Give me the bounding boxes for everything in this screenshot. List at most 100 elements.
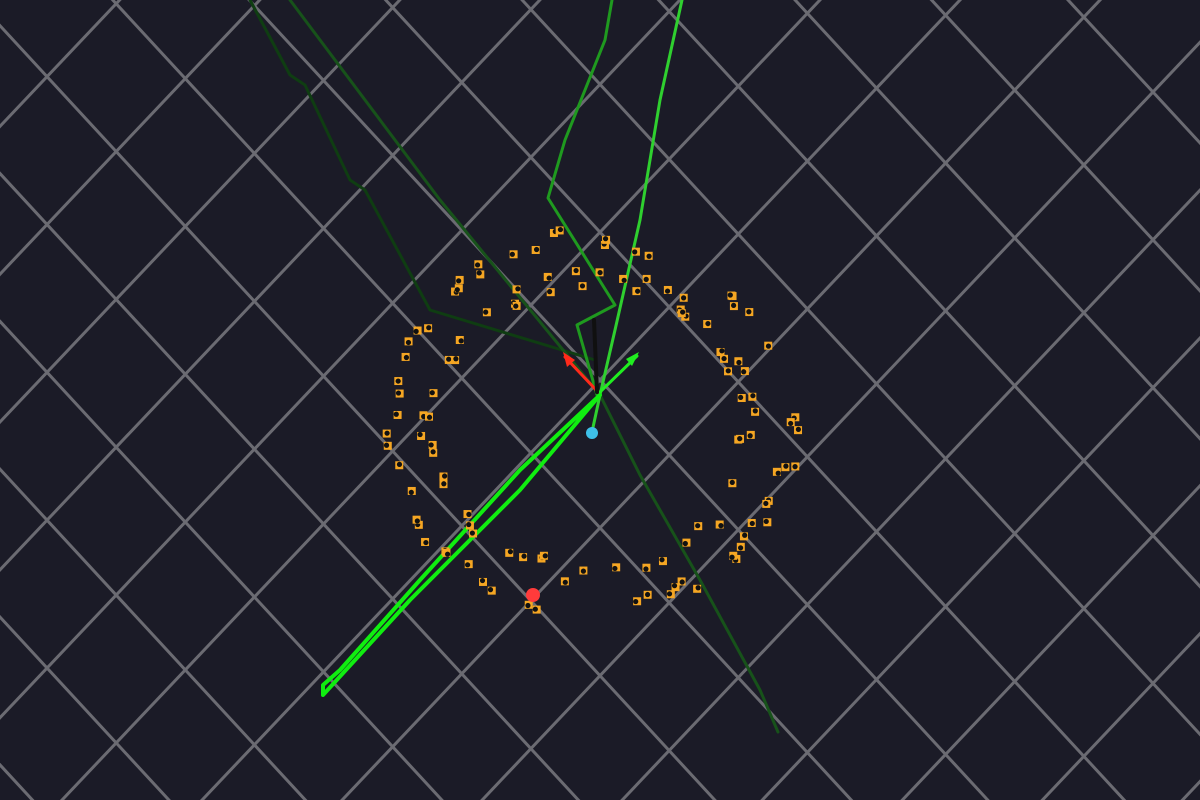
landmark-point (505, 548, 514, 557)
landmark-point (781, 463, 790, 472)
landmark-point (682, 538, 691, 547)
landmark-point (442, 548, 451, 557)
grid-line (929, 0, 1200, 294)
landmark-point (455, 335, 464, 344)
landmark-point (619, 274, 628, 283)
axis-y-arrow-icon (626, 352, 639, 366)
landmark-point (694, 522, 703, 531)
landmark-point (571, 267, 580, 276)
landmark-point (642, 563, 651, 572)
landmark-point (478, 577, 487, 586)
axis-x-arrow-icon (563, 352, 575, 367)
landmark-point (555, 226, 564, 235)
landmark-point (791, 462, 800, 471)
trajectories (248, 0, 780, 734)
landmark-point (671, 583, 680, 592)
landmark-point (455, 275, 464, 284)
landmark-point (716, 348, 725, 357)
landmark-point (679, 293, 688, 302)
landmark-point (632, 287, 641, 296)
trajectory-darkest (248, 0, 597, 362)
origin-axes (563, 318, 639, 394)
grid-line (600, 0, 1200, 397)
landmark-point (677, 309, 686, 318)
landmark-point (751, 407, 760, 416)
grid-line (59, 0, 823, 800)
landmark-points (382, 226, 803, 614)
landmark-point (519, 553, 528, 562)
landmark-point (428, 440, 437, 449)
landmark-point (539, 551, 548, 560)
trajectory-dark (288, 0, 780, 734)
grid-line (620, 188, 1200, 800)
landmark-point (382, 429, 391, 438)
camera-position-marker[interactable] (586, 427, 598, 439)
landmark-point (734, 357, 743, 366)
landmark-point (413, 326, 422, 335)
landmark-point (487, 586, 496, 595)
grid-line (900, 483, 1200, 800)
landmark-point (762, 499, 771, 508)
landmark-point (404, 337, 413, 346)
landmark-point (512, 301, 521, 310)
landmark-point (677, 577, 686, 586)
landmark-point (764, 341, 773, 350)
landmark-point (412, 515, 421, 524)
landmark-point (451, 356, 460, 365)
landmark-point (794, 426, 803, 435)
grid-line (0, 466, 308, 800)
landmark-point (748, 392, 757, 401)
landmark-point (383, 441, 392, 450)
landmark-point (543, 272, 552, 281)
landmark-point (454, 284, 463, 293)
landmark-point (633, 597, 642, 606)
landmark-point (666, 590, 675, 599)
landmark-point (747, 518, 756, 527)
landmark-point (509, 250, 518, 259)
landmark-point (631, 247, 640, 256)
landmark-point (395, 461, 404, 470)
landmark-point (727, 291, 736, 300)
grid-line (0, 0, 738, 512)
landmark-point (579, 566, 588, 575)
grid-line (793, 0, 1200, 441)
landmark-point (444, 355, 453, 364)
landmark-point (429, 389, 438, 398)
target-position-marker[interactable] (526, 588, 540, 602)
landmark-point (729, 551, 738, 560)
landmark-point (512, 285, 521, 294)
landmark-point (703, 320, 712, 329)
landmark-point (524, 600, 533, 609)
grid-line (1180, 779, 1200, 800)
landmark-point (465, 521, 474, 530)
landmark-point (729, 302, 738, 311)
landmark-point (595, 268, 604, 277)
landmark-point (734, 435, 743, 444)
landmark-point (546, 288, 555, 297)
landmark-point (560, 577, 569, 586)
landmark-point (737, 394, 746, 403)
trajectory-bright (590, 0, 684, 434)
landmark-point (658, 557, 667, 566)
landmark-point (786, 418, 795, 427)
landmark-point (578, 282, 587, 291)
landmark-point (393, 410, 402, 419)
landmark-point (644, 251, 653, 260)
landmark-point (464, 560, 473, 569)
landmark-point (739, 532, 748, 541)
grid-line (760, 335, 1200, 800)
landmark-point (745, 308, 754, 317)
landmark-point (482, 308, 491, 317)
landmark-point (394, 377, 403, 386)
landmark-point (395, 389, 404, 398)
grid-line (0, 319, 444, 800)
landmark-point (531, 245, 540, 254)
trajectory-mid (546, 0, 617, 397)
landmark-point (602, 235, 611, 244)
landmark-point (612, 563, 621, 572)
landmark-point (419, 411, 428, 420)
landmark-point (463, 510, 472, 519)
landmark-point (424, 324, 433, 333)
